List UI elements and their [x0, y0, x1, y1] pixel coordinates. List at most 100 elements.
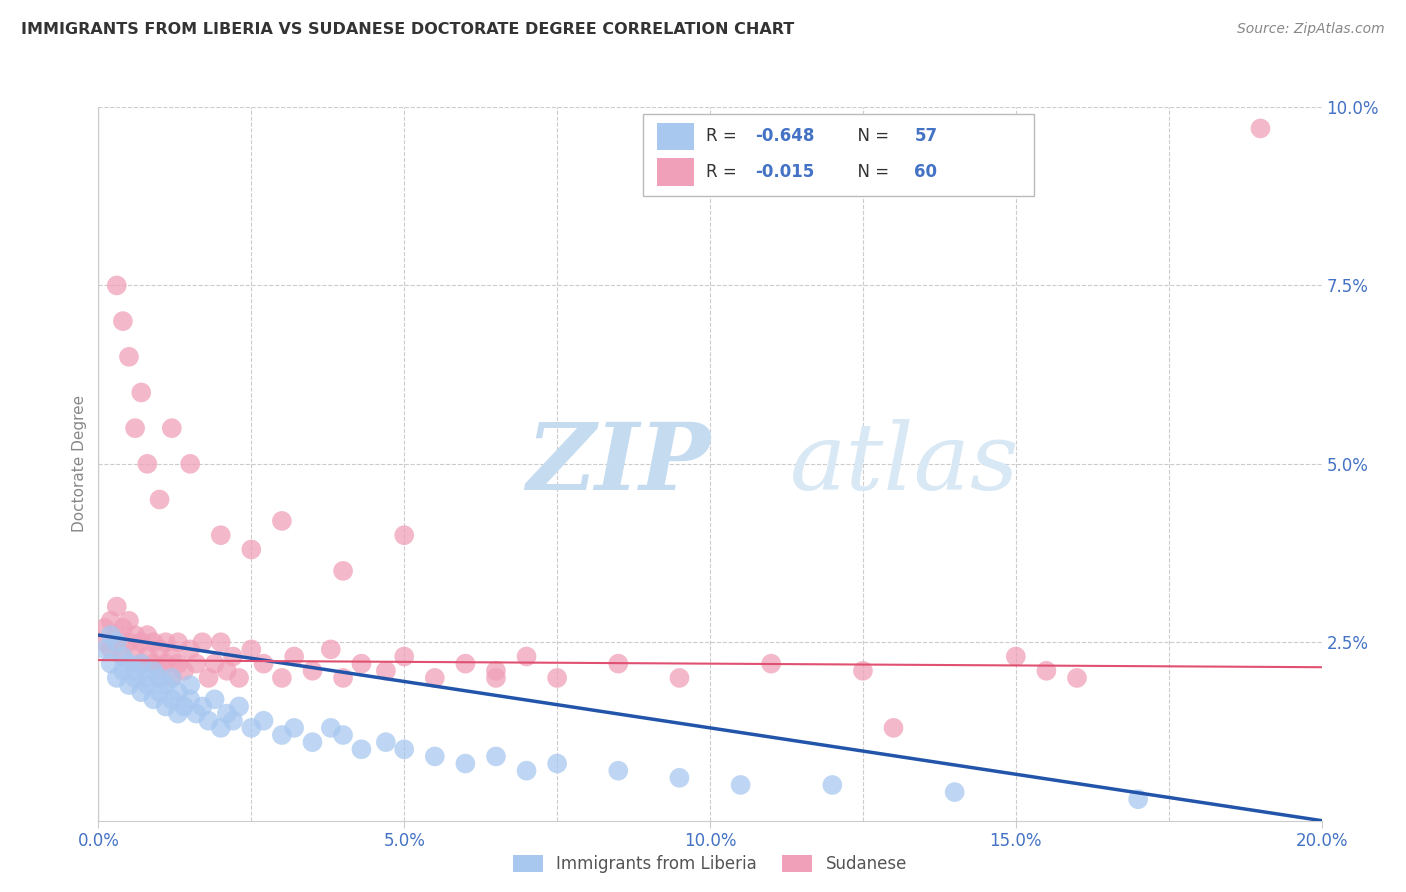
Point	[270, 514, 292, 528]
Text: ZIP: ZIP	[526, 419, 711, 508]
Point	[167, 706, 190, 721]
Text: Source: ZipAtlas.com: Source: ZipAtlas.com	[1237, 22, 1385, 37]
Point	[111, 649, 134, 664]
Point	[222, 649, 245, 664]
FancyBboxPatch shape	[643, 114, 1035, 196]
Point	[100, 628, 122, 642]
Point	[173, 664, 195, 678]
Point	[118, 678, 141, 692]
Point	[852, 664, 875, 678]
Text: -0.015: -0.015	[755, 163, 814, 181]
Point	[374, 664, 396, 678]
Point	[149, 671, 172, 685]
Point	[129, 385, 152, 400]
Point	[204, 657, 226, 671]
Point	[155, 657, 177, 671]
Point	[252, 657, 274, 671]
Point	[111, 314, 134, 328]
Point	[100, 614, 122, 628]
Point	[136, 628, 159, 642]
Text: N =: N =	[846, 163, 894, 181]
Point	[173, 699, 195, 714]
Point	[105, 278, 128, 293]
Point	[516, 764, 538, 778]
Text: 57: 57	[914, 128, 938, 145]
Point	[124, 671, 146, 685]
Point	[118, 350, 141, 364]
Point	[228, 671, 250, 685]
Point	[423, 749, 446, 764]
Text: N =: N =	[846, 128, 894, 145]
Point	[105, 599, 128, 614]
Point	[167, 635, 190, 649]
Point	[136, 671, 159, 685]
Point	[392, 742, 416, 756]
Point	[209, 528, 232, 542]
Point	[100, 642, 122, 657]
Point	[301, 735, 323, 749]
Point	[270, 671, 292, 685]
Point	[1128, 792, 1150, 806]
Point	[124, 421, 146, 435]
Point	[1035, 664, 1057, 678]
Point	[160, 649, 183, 664]
Legend: Immigrants from Liberia, Sudanese: Immigrants from Liberia, Sudanese	[506, 848, 914, 880]
Point	[191, 635, 214, 649]
Point	[283, 721, 305, 735]
Text: R =: R =	[706, 128, 742, 145]
Point	[332, 671, 354, 685]
Point	[1004, 649, 1026, 664]
Point	[129, 685, 152, 699]
Point	[607, 764, 630, 778]
Point	[179, 678, 201, 692]
Point	[485, 749, 508, 764]
Point	[129, 657, 152, 671]
Point	[105, 635, 128, 649]
Point	[668, 671, 690, 685]
Point	[149, 685, 172, 699]
Point	[215, 706, 238, 721]
Point	[350, 657, 373, 671]
Point	[228, 699, 250, 714]
Point	[149, 492, 172, 507]
Point	[93, 621, 115, 635]
Point	[93, 635, 115, 649]
Point	[105, 671, 128, 685]
Point	[283, 649, 305, 664]
Point	[124, 664, 146, 678]
Point	[252, 714, 274, 728]
Point	[374, 735, 396, 749]
Point	[155, 635, 177, 649]
Point	[240, 642, 263, 657]
Text: 60: 60	[914, 163, 938, 181]
Point	[160, 671, 183, 685]
Point	[142, 657, 165, 671]
Point	[516, 649, 538, 664]
Point	[136, 678, 159, 692]
Point	[142, 635, 165, 649]
Bar	[658, 123, 695, 150]
Point	[485, 664, 508, 678]
Point	[204, 692, 226, 706]
Point	[179, 642, 201, 657]
Point	[118, 614, 141, 628]
Point	[759, 657, 782, 671]
Point	[350, 742, 373, 756]
Point	[546, 756, 568, 771]
Point	[270, 728, 292, 742]
Point	[155, 678, 177, 692]
Text: atlas: atlas	[790, 419, 1019, 508]
Point	[392, 528, 416, 542]
Point	[160, 421, 183, 435]
Point	[149, 664, 172, 678]
Point	[111, 649, 134, 664]
Point	[240, 542, 263, 557]
Point	[423, 671, 446, 685]
Point	[222, 714, 245, 728]
Point	[485, 671, 508, 685]
Bar	[658, 159, 695, 186]
Text: IMMIGRANTS FROM LIBERIA VS SUDANESE DOCTORATE DEGREE CORRELATION CHART: IMMIGRANTS FROM LIBERIA VS SUDANESE DOCT…	[21, 22, 794, 37]
Point	[1249, 121, 1271, 136]
Point	[129, 657, 152, 671]
Point	[186, 657, 208, 671]
